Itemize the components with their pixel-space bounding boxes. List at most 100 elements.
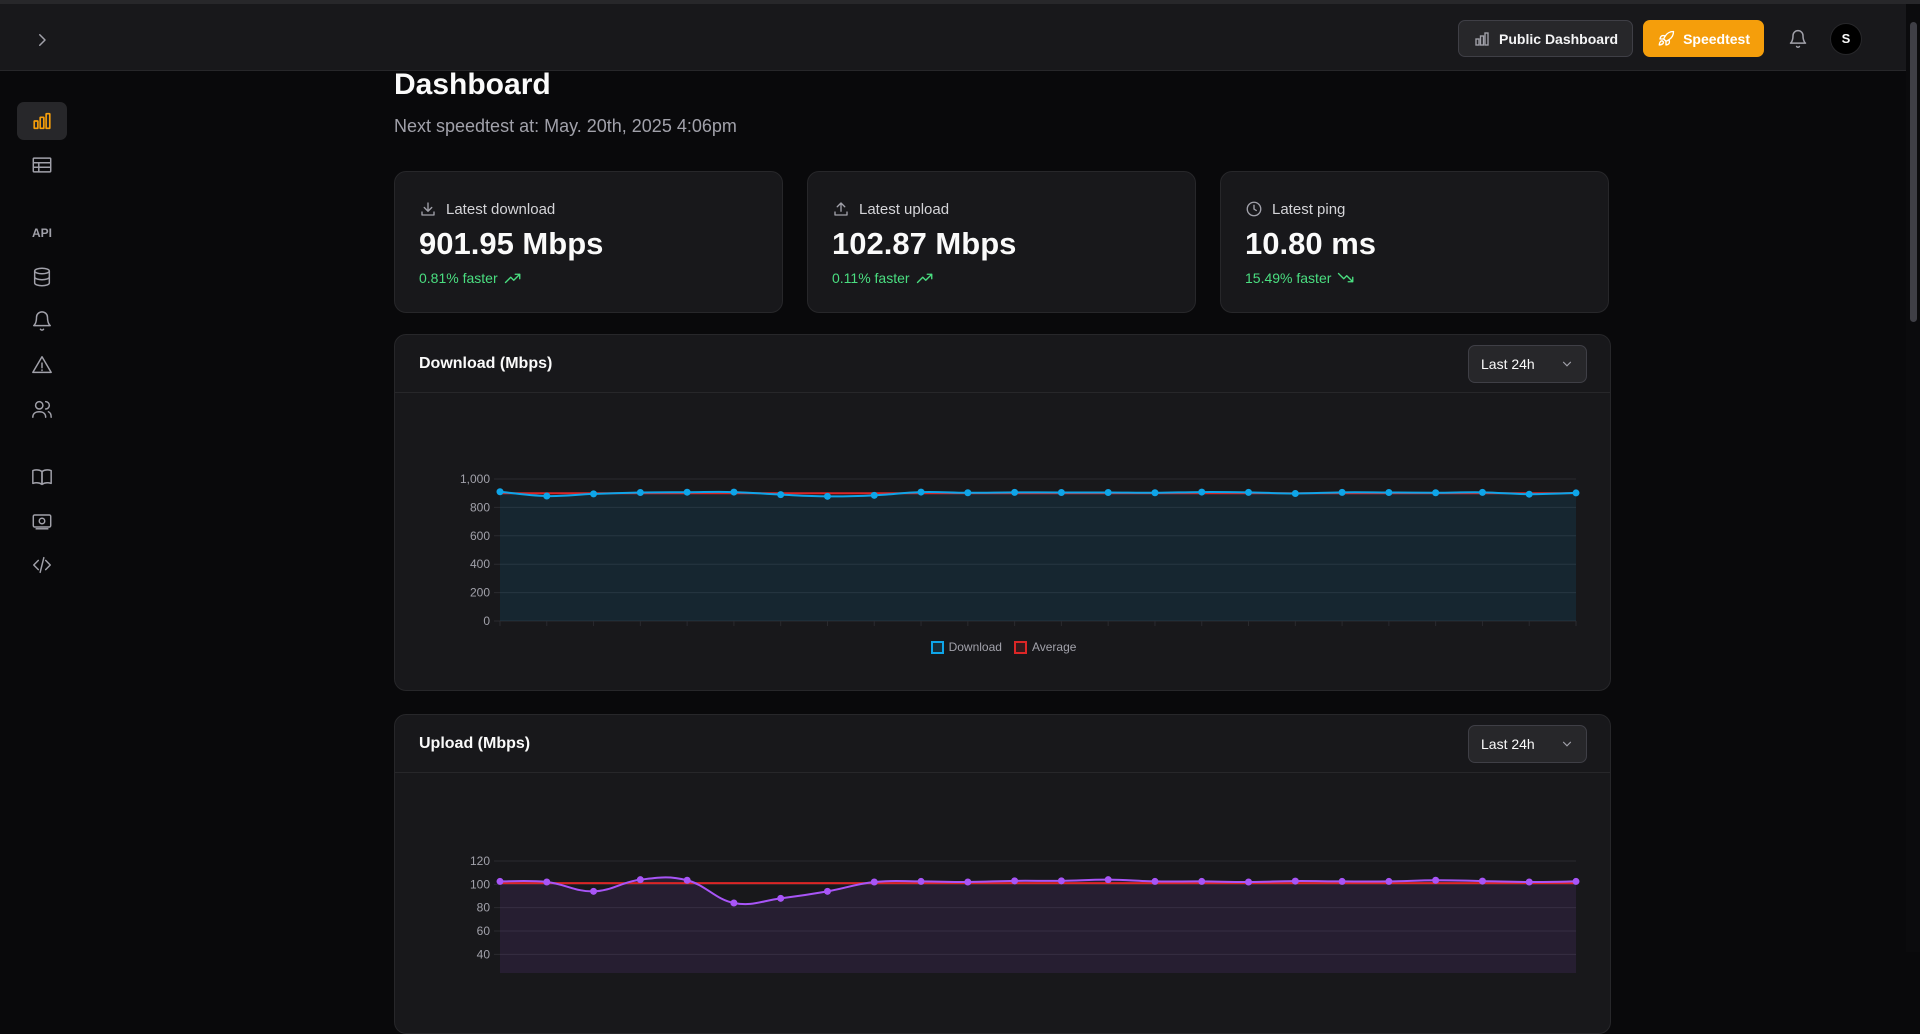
data-point bbox=[1011, 488, 1019, 496]
stat-change: 15.49% faster bbox=[1245, 270, 1355, 286]
speedtest-button[interactable]: Speedtest bbox=[1643, 20, 1764, 57]
upload-chart-card: Upload (Mbps) Last 24h 020406080100120 bbox=[394, 714, 1611, 1034]
y-tick-label: 0 bbox=[483, 614, 490, 628]
stat-value: 901.95 Mbps bbox=[419, 226, 604, 261]
data-point bbox=[870, 878, 878, 886]
upload-icon bbox=[834, 202, 848, 216]
legend-swatch bbox=[1013, 640, 1027, 654]
x-tick-label: May. 20 - 8:06 bbox=[1181, 631, 1254, 633]
stat-label: Latest download bbox=[446, 200, 556, 218]
x-tick-label: May. 20 - 4:06 bbox=[994, 631, 1067, 633]
data-point bbox=[1572, 877, 1580, 885]
bar-chart-icon bbox=[1475, 31, 1489, 46]
public-dashboard-button[interactable]: Public Dashboard bbox=[1458, 20, 1634, 57]
users-icon bbox=[32, 400, 52, 418]
data-point bbox=[683, 488, 691, 496]
trending-down-icon bbox=[1338, 272, 1354, 283]
x-tick-label: May. 19 - 20:06 bbox=[614, 631, 693, 633]
x-tick-label: May. 20 - 14:06 bbox=[1456, 631, 1535, 633]
data-point bbox=[964, 489, 972, 497]
data-point bbox=[590, 490, 598, 498]
code-icon bbox=[33, 556, 51, 574]
chart-header: Upload (Mbps) Last 24h bbox=[395, 715, 1610, 773]
series-line bbox=[499, 876, 1577, 906]
time-range-value: Last 24h bbox=[1481, 356, 1535, 372]
data-point bbox=[1011, 877, 1019, 885]
x-tick-label: May. 20 - 10:06 bbox=[1269, 631, 1348, 633]
bar-chart-icon bbox=[33, 112, 51, 130]
stat-change-text: 15.49% faster bbox=[1245, 270, 1332, 286]
rocket-icon bbox=[1658, 30, 1675, 46]
x-tick-label: May. 19 - 23:06 bbox=[755, 631, 834, 633]
user-avatar[interactable]: S bbox=[1830, 22, 1862, 55]
x-tick-label: May. 20 - 3:06 bbox=[947, 631, 1020, 633]
notifications-button[interactable] bbox=[1782, 23, 1814, 55]
download-icon bbox=[421, 202, 435, 216]
sidebar-item-source-code[interactable] bbox=[17, 546, 67, 584]
chevron-down-icon bbox=[1562, 361, 1572, 367]
upload-chart: 020406080100120 bbox=[470, 854, 1580, 973]
legend-item-download[interactable]: Download bbox=[930, 640, 1002, 654]
chart-title: Upload (Mbps) bbox=[419, 735, 531, 752]
table-icon bbox=[32, 157, 52, 173]
y-tick-label: 800 bbox=[470, 500, 490, 514]
sidebar-item-alerts[interactable] bbox=[17, 346, 67, 384]
bell-icon bbox=[1789, 29, 1807, 48]
data-point bbox=[1198, 488, 1206, 496]
legend-swatch bbox=[930, 640, 944, 654]
data-point bbox=[1057, 488, 1065, 496]
speedtest-label: Speedtest bbox=[1683, 30, 1750, 47]
data-point bbox=[1245, 878, 1253, 886]
y-tick-label: 200 bbox=[470, 586, 490, 600]
data-point bbox=[1291, 877, 1299, 885]
sidebar-expand-button[interactable] bbox=[28, 26, 56, 54]
public-dashboard-label: Public Dashboard bbox=[1499, 30, 1619, 47]
x-tick-label: May. 19 - 21:06 bbox=[661, 631, 740, 633]
stat-label-row: Latest download bbox=[419, 200, 555, 218]
data-point bbox=[636, 876, 644, 884]
stat-value: 102.87 Mbps bbox=[832, 226, 1017, 261]
trending-up-icon bbox=[916, 273, 932, 284]
time-range-select[interactable]: Last 24h bbox=[1468, 345, 1587, 383]
sidebar-item-dashboard[interactable] bbox=[17, 102, 67, 140]
data-point bbox=[1151, 877, 1159, 885]
y-tick-label: 80 bbox=[477, 901, 491, 915]
sidebar-item-notifications[interactable] bbox=[17, 302, 67, 340]
data-point bbox=[543, 492, 551, 500]
stat-card-ping: Latest ping 10.80 ms 15.49% faster bbox=[1220, 171, 1609, 313]
data-point bbox=[1338, 877, 1346, 885]
stat-change-text: 0.81% faster bbox=[419, 270, 498, 286]
stat-label-row: Latest ping bbox=[1245, 200, 1345, 218]
sidebar-item-data[interactable] bbox=[17, 258, 67, 296]
legend-label: Average bbox=[1031, 640, 1077, 654]
x-tick-label: May. 20 - 6:06 bbox=[1088, 631, 1161, 633]
bell-icon bbox=[33, 311, 51, 331]
data-point bbox=[823, 492, 831, 500]
sidebar-item-documentation[interactable] bbox=[17, 458, 67, 496]
chevron-down-icon bbox=[1562, 741, 1572, 747]
sidebar-item-users[interactable] bbox=[17, 390, 67, 428]
page-scrollbar[interactable] bbox=[1906, 4, 1920, 952]
stat-label: Latest ping bbox=[1272, 200, 1346, 218]
time-range-select[interactable]: Last 24h bbox=[1468, 725, 1587, 763]
sidebar-item-donate[interactable] bbox=[17, 502, 67, 540]
data-point bbox=[1385, 488, 1393, 496]
scrollbar-thumb[interactable] bbox=[1910, 22, 1917, 322]
legend-item-average[interactable]: Average bbox=[1013, 640, 1077, 654]
book-icon bbox=[32, 469, 52, 486]
chart-title: Download (Mbps) bbox=[419, 355, 553, 372]
stat-change: 0.11% faster bbox=[832, 270, 934, 286]
warning-icon bbox=[32, 356, 52, 374]
data-point bbox=[1291, 489, 1299, 497]
data-point bbox=[496, 877, 504, 885]
x-tick-label: May. 20 - 11:06 bbox=[1317, 631, 1395, 633]
stat-label: Latest upload bbox=[859, 200, 950, 218]
data-point bbox=[1525, 490, 1533, 498]
sidebar-section-api: API bbox=[31, 226, 52, 240]
x-tick-label: May. 19 - 16:06 bbox=[427, 631, 506, 633]
data-point bbox=[590, 887, 598, 895]
chart-legend: Download Average bbox=[395, 640, 1610, 654]
sidebar-item-results[interactable] bbox=[17, 146, 67, 184]
x-tick-label: May. 20 - 15:06 bbox=[1503, 631, 1582, 633]
